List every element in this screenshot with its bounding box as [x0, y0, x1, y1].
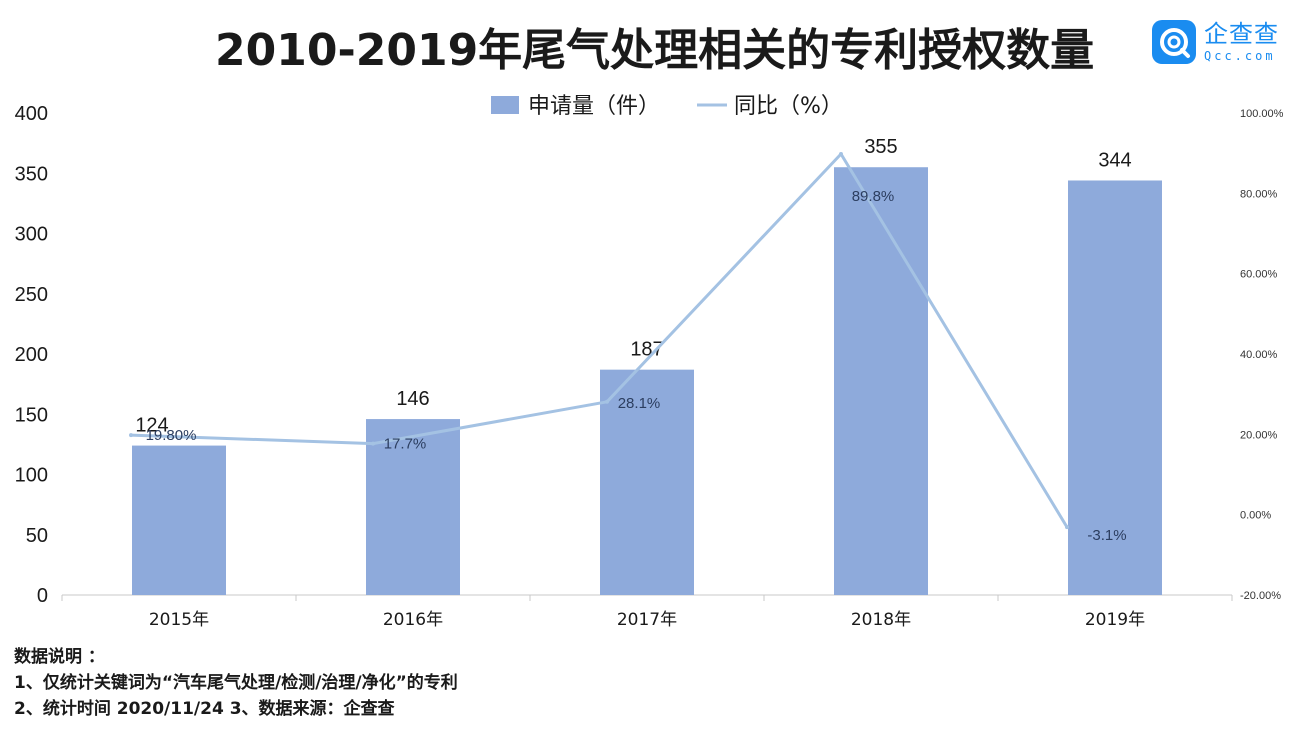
- yoy-point-1: [129, 433, 133, 438]
- legend-line-label: 同比（%）: [734, 94, 843, 119]
- bar-value-label: 187: [630, 339, 663, 361]
- chart-title: 2010-2019年尾气处理相关的专利授权数量: [215, 25, 1095, 76]
- qcc-logo-icon: [1152, 20, 1196, 64]
- data-notes: 数据说明 ： 1、仅统计关键词为“汽车尾气处理/检测/治理/净化”的专利 2、统…: [14, 644, 458, 722]
- yoy-value-label: 17.7%: [384, 436, 427, 453]
- y-left-tick-label: 350: [15, 163, 48, 185]
- yoy-point-2: [371, 441, 375, 446]
- y-right-tick-label: 40.00%: [1240, 349, 1278, 361]
- qcc-logo-name-en: Qcc.com: [1204, 49, 1276, 63]
- legend-bar-swatch: [491, 96, 519, 114]
- bar-value-label: 344: [1098, 149, 1131, 171]
- yoy-point-3: [605, 399, 609, 404]
- bar-4: [834, 167, 928, 595]
- chart-canvas: 0 50 100 150 200 250 300 350 400 -20.00% 0.00% 20.0…: [15, 94, 1284, 630]
- x-tick-label: 2019年: [1085, 610, 1145, 630]
- bar-3: [600, 369, 694, 595]
- bar-value-label: 146: [396, 388, 429, 410]
- notes-line-2: 2、统计时间 2020/11/24 3、数据来源：企查查: [14, 699, 395, 719]
- notes-line-1: 1、仅统计关键词为“汽车尾气处理/检测/治理/净化”的专利: [14, 673, 458, 693]
- bar-2: [366, 419, 460, 595]
- y-left-tick-label: 0: [37, 585, 48, 607]
- bar-1: [132, 445, 226, 595]
- y-right-tick-label: 60.00%: [1240, 269, 1278, 281]
- qcc-logo: 企查查 Qcc.com: [1152, 20, 1279, 64]
- legend-bar-label: 申请量（件）: [528, 94, 660, 119]
- y-left-tick-label: 300: [15, 224, 48, 246]
- bar-5: [1068, 180, 1162, 596]
- y-right-tick-label: 80.00%: [1240, 188, 1278, 200]
- y-left-tick-label: 100: [15, 465, 48, 487]
- yoy-value-label: 28.1%: [618, 395, 661, 412]
- bar-value-label: 124: [135, 415, 168, 437]
- x-tick-label: 2015年: [149, 610, 209, 630]
- y-left-tick-label: 400: [15, 103, 48, 125]
- y-right-tick-label: 0.00%: [1240, 510, 1271, 522]
- yoy-point-5: [1065, 525, 1069, 530]
- y-left-tick-label: 200: [15, 344, 48, 366]
- yoy-point-4: [839, 151, 843, 156]
- y-left-tick-label: 150: [15, 404, 48, 426]
- y-left-tick-label: 250: [15, 284, 48, 306]
- qcc-logo-name-cn: 企查查: [1204, 20, 1279, 48]
- bar-value-label: 355: [864, 136, 897, 158]
- y-right-tick-label: 20.00%: [1240, 429, 1278, 441]
- x-tick-label: 2017年: [617, 610, 677, 630]
- yoy-value-label: 89.8%: [852, 188, 895, 205]
- y-left-tick-label: 50: [26, 525, 48, 547]
- yoy-value-label: 19.80%: [146, 427, 197, 444]
- yoy-value-label: -3.1%: [1087, 527, 1126, 544]
- x-tick-label: 2018年: [851, 610, 911, 630]
- y-right-tick-label: 100.00%: [1240, 108, 1284, 120]
- x-tick-label: 2016年: [383, 610, 443, 630]
- y-right-tick-label: -20.00%: [1240, 590, 1281, 602]
- notes-heading: 数据说明 ：: [14, 647, 105, 667]
